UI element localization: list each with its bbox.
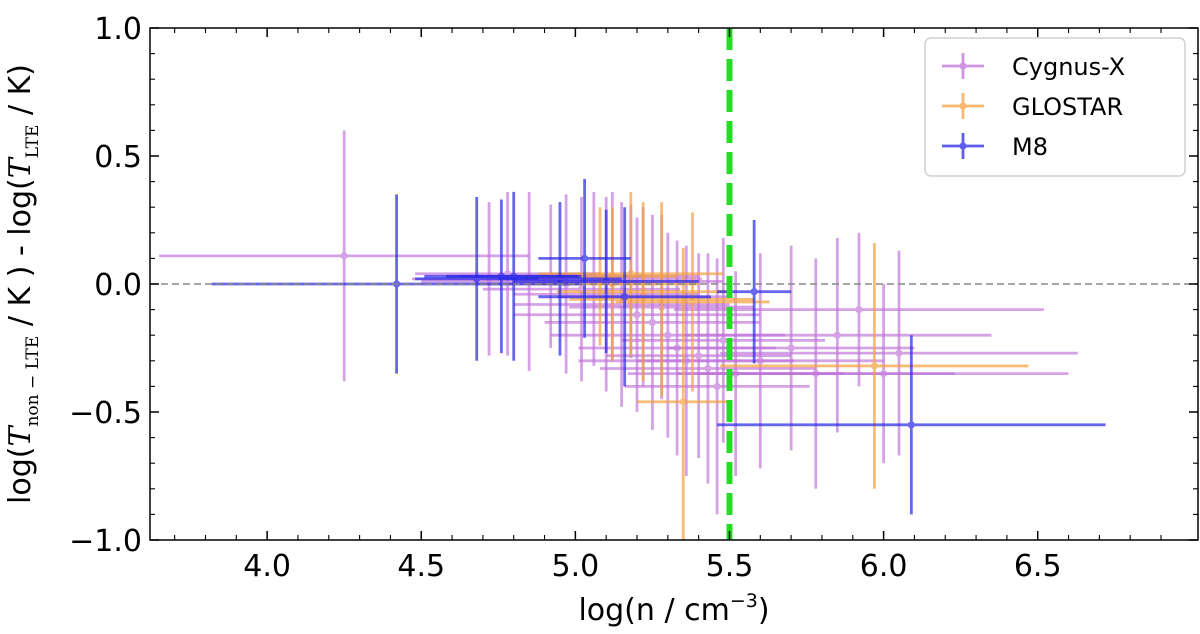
data-point xyxy=(667,245,915,451)
y-tick-label: 1.0 xyxy=(94,12,142,47)
data-point xyxy=(513,202,730,407)
point-marker xyxy=(880,370,888,378)
ticks xyxy=(150,27,1198,541)
data-point xyxy=(717,335,1106,515)
data-point xyxy=(538,207,711,387)
y-axis-label: log(Tnon − LTE / K ) - log(TLTE / K) xyxy=(3,64,43,504)
x-tick-label: 4.5 xyxy=(397,549,445,584)
legend-marker-dot xyxy=(959,62,967,70)
legend-marker-dot xyxy=(959,142,967,150)
reference-lines xyxy=(150,28,1198,540)
point-marker xyxy=(664,331,672,339)
series-glostar xyxy=(522,191,1029,540)
point-marker xyxy=(581,254,589,262)
point-marker xyxy=(895,349,903,357)
legend-entry xyxy=(942,133,984,159)
point-marker xyxy=(870,362,878,370)
legend: Cygnus-X GLOSTAR M8 xyxy=(924,37,1186,177)
point-marker xyxy=(633,311,641,319)
point-marker xyxy=(855,306,863,314)
point-marker xyxy=(719,336,727,344)
point-marker xyxy=(621,293,629,301)
legend-label: Cygnus-X xyxy=(1012,53,1125,81)
y-tick-label: −1.0 xyxy=(69,524,142,559)
data-point xyxy=(674,232,1044,387)
data-point xyxy=(615,212,770,392)
point-marker xyxy=(787,344,795,352)
tick-labels: 4.0 4.5 5.0 5.5 6.0 6.5 1.0 0.5 0.0 −0.5 −1.0 xyxy=(69,12,1061,584)
data-point xyxy=(538,179,631,338)
point-marker xyxy=(688,298,697,306)
point-marker xyxy=(695,352,703,360)
point-marker xyxy=(679,398,687,406)
point-marker xyxy=(639,288,647,296)
point-marker xyxy=(833,331,841,339)
data-point xyxy=(720,243,1029,489)
point-marker xyxy=(627,270,635,278)
point-marker xyxy=(907,421,915,429)
point-marker xyxy=(713,382,721,390)
data-point xyxy=(720,250,1078,456)
legend-label: GLOSTAR xyxy=(1012,93,1123,121)
data-point xyxy=(159,130,530,382)
x-tick-label: 4.0 xyxy=(243,549,291,584)
legend-entry xyxy=(942,93,984,119)
y-tick-label: 0.5 xyxy=(94,140,142,175)
series-cygnus-x xyxy=(159,130,1078,515)
data-point xyxy=(698,284,1069,464)
data-layer xyxy=(159,130,1106,540)
point-marker xyxy=(704,364,712,373)
y-tick-label: −0.5 xyxy=(69,396,142,431)
data-point xyxy=(498,202,622,356)
x-axis-label: log(n / cm−3) xyxy=(578,590,769,628)
point-marker xyxy=(756,357,764,365)
data-point xyxy=(513,209,699,354)
legend-label: M8 xyxy=(1012,133,1048,161)
point-marker xyxy=(750,288,758,296)
data-point xyxy=(637,253,884,469)
legend-entry xyxy=(942,53,984,79)
x-tick-label: 5.5 xyxy=(706,549,754,584)
data-point xyxy=(513,217,761,412)
x-tick-label: 6.0 xyxy=(860,549,908,584)
legend-box xyxy=(924,37,1186,177)
point-marker xyxy=(340,252,348,260)
data-point xyxy=(683,237,992,433)
point-marker xyxy=(648,318,657,326)
y-tick-label: 0.0 xyxy=(94,268,142,303)
legend-marker-dot xyxy=(959,102,967,110)
x-tick-label: 5.0 xyxy=(552,549,600,584)
x-tick-label: 6.5 xyxy=(1014,549,1062,584)
